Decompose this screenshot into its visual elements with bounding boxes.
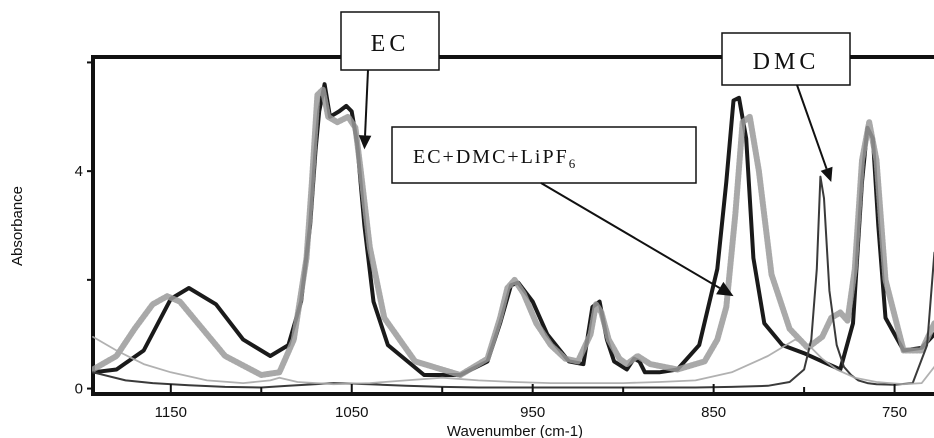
series-line-2 (92, 175, 934, 389)
x-tick-label-0: 1150 (155, 404, 187, 421)
x-tick-label-2: 950 (520, 404, 545, 421)
series-line-3 (92, 336, 934, 386)
x-tick-label-1: 1050 (335, 404, 368, 421)
ec-label: EC (371, 31, 410, 57)
ec-arrowhead (358, 135, 372, 150)
y-tick-label-0: 0 (75, 381, 83, 398)
dmc-annotation: DMC (721, 32, 851, 183)
mix-label-main: EC+DMC+LiPF (413, 146, 569, 168)
mix-annotation: EC+DMC+LiPF6 (391, 126, 734, 297)
dmc-box (721, 32, 851, 86)
ec-annotation: EC (340, 11, 440, 150)
dmc-arrowhead (820, 166, 833, 183)
ec-box (340, 11, 440, 71)
ec-arrow (364, 69, 369, 136)
mix-arrow (540, 182, 721, 289)
dmc-arrow (796, 84, 828, 170)
plot-frame (91, 55, 934, 396)
y-axis-label: Absorbance (9, 186, 26, 266)
mix-box (391, 126, 697, 184)
x-tick-label-4: 750 (882, 404, 907, 421)
dmc-label: DMC (753, 49, 820, 75)
series-line-1 (92, 86, 934, 378)
x-tick-label-3: 850 (701, 404, 726, 421)
y-tick-label-2: 4 (75, 163, 83, 180)
mix-arrowhead (716, 281, 734, 297)
mix-label-sub: 6 (569, 156, 578, 171)
mix-label: EC+DMC+LiPF6 (413, 146, 577, 171)
x-axis-label: Wavenumber (cm-1) (447, 423, 583, 438)
